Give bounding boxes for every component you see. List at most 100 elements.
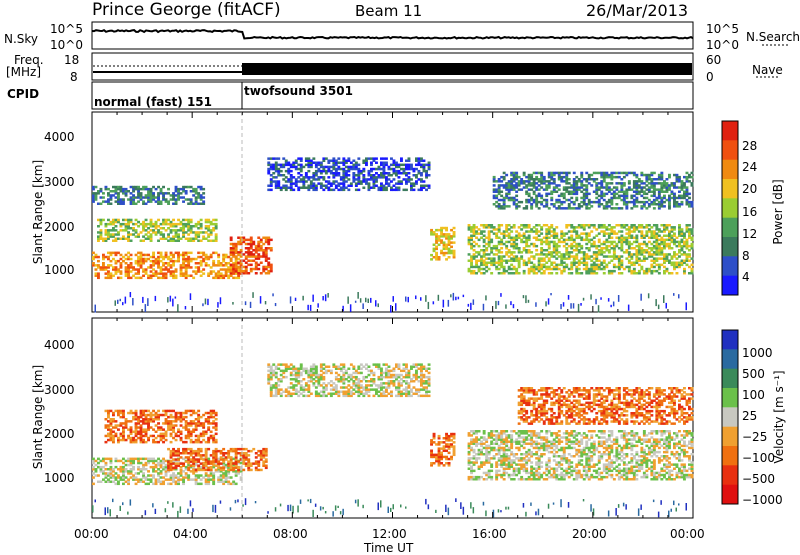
velocity-cell [112,481,115,483]
velocity-cell [212,472,215,474]
power-cell [245,239,248,241]
power-cell [257,241,260,243]
velocity-cell [150,466,153,468]
power-cell [185,264,188,266]
power-cell [327,166,330,168]
power-cell [127,231,130,233]
velocity-cell [157,422,160,424]
power-cell [623,237,626,239]
power-cell [95,264,98,266]
power-cell [500,191,503,193]
power-cell [307,170,310,172]
power-cell [478,260,481,262]
power-cell [668,243,671,245]
velocity-cell [185,466,188,468]
velocity-cell [272,363,275,365]
power-cell [518,257,521,259]
power-cell [553,228,556,230]
power-cell [140,240,143,242]
power-cell [217,260,220,262]
power-cell [185,186,188,188]
power-cell [470,255,473,257]
velocity-cell [187,474,190,476]
velocity-cell [285,388,288,390]
velocity-cell [225,456,228,458]
power-cell [195,266,198,268]
power-cell [295,160,298,162]
velocity-cell [127,478,130,480]
velocity-cell [277,384,280,386]
power-cell [515,230,518,232]
velocity-cell [210,454,213,456]
power-cell [550,172,553,174]
velocity-cell [232,448,235,450]
power-cell [405,172,408,174]
velocity-cell [165,431,168,433]
power-cell [420,172,423,174]
power-cell [568,272,571,274]
power-cell [653,266,656,268]
power-cell [282,185,285,187]
velocity-cell [192,478,195,480]
power-cell [620,272,623,274]
power-cell [97,260,100,262]
power-cell [205,238,208,240]
power-cell [608,174,611,176]
power-cell [668,272,671,274]
power-cell [115,233,118,235]
velocity-cell [182,426,185,428]
power-cell [130,233,133,235]
power-cell [438,244,441,246]
velocity-cell [185,416,188,418]
power-cell [165,219,168,221]
power-cell [508,260,511,262]
velocity-cell [150,478,153,480]
power-cell [550,197,553,199]
power-cell [520,178,523,180]
velocity-cell [205,418,208,420]
velocity-cell [105,418,108,420]
power-cell [310,160,313,162]
power-cell [435,233,438,235]
power-cell [483,239,486,241]
velocity-cell [110,428,113,430]
power-cell [560,172,563,174]
power-cell [543,264,546,266]
power-cell [385,157,388,159]
power-cell [676,201,679,203]
power-cell [232,264,235,266]
velocity-cell [155,460,158,462]
power-cell [150,275,153,277]
velocity-cell [270,366,273,368]
velocity-cell [220,467,223,469]
power-cell [505,241,508,243]
power-cell [428,174,431,176]
power-cell [245,266,248,268]
power-cell [347,174,350,176]
power-ground-cell [295,298,297,301]
velocity-cell [160,460,163,462]
power-cell [653,172,656,174]
power-cell [558,239,561,241]
power-cell [453,250,456,252]
power-cell [450,241,453,243]
power-cell [247,243,250,245]
power-cell [525,237,528,239]
power-cell [676,272,679,274]
power-cell [187,275,190,277]
velocity-cell [162,414,165,416]
power-cell [595,235,598,237]
velocity-cell [122,422,125,424]
power-cell [568,191,571,193]
power-cell [122,188,125,190]
power-cell [615,243,618,245]
power-cell [555,191,558,193]
power-cell [110,190,113,192]
power-cell [630,201,633,203]
power-cell [518,180,521,182]
velocity-cell [227,450,230,452]
power-cell [558,205,561,207]
power-cell [310,176,313,178]
power-cell [523,207,526,209]
power-cell [192,277,195,279]
